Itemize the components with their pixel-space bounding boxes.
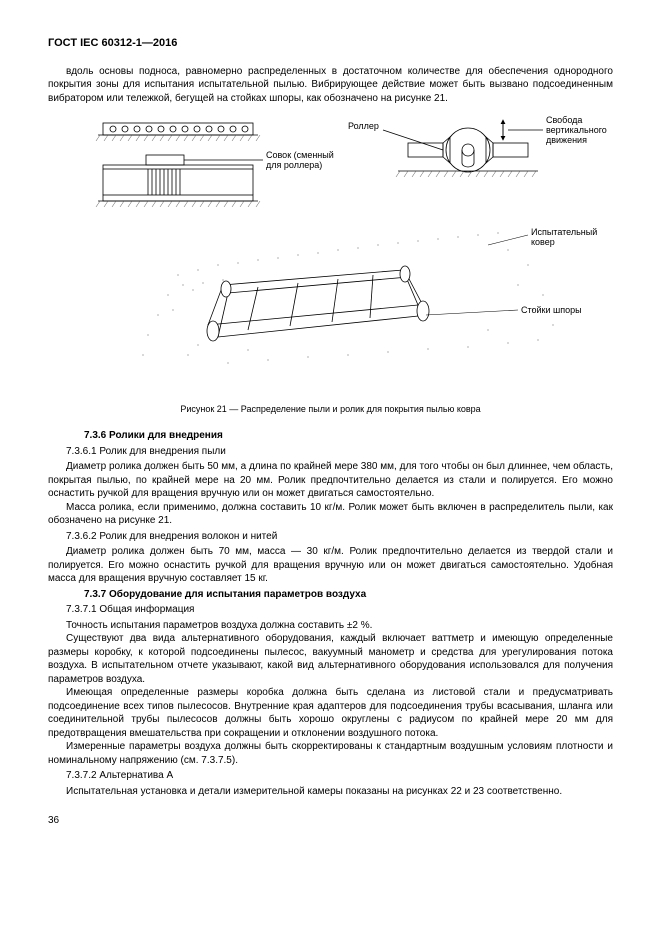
paragraph-4: Диаметр ролика должен быть 70 мм, масса … — [48, 545, 613, 586]
heading-7371: 7.3.7.1 Общая информация — [48, 603, 613, 617]
label-roller: Роллер — [348, 121, 379, 131]
paragraph-9: Испытательная установка и детали измерит… — [48, 785, 613, 799]
page-number: 36 — [48, 814, 613, 828]
label-carpet: Испытательныйковер — [531, 227, 597, 247]
heading-736: 7.3.6 Ролики для внедрения — [48, 429, 613, 443]
label-freedom: Свободавертикальногодвижения — [546, 115, 607, 145]
heading-737: 7.3.7 Оборудование для испытания парамет… — [48, 588, 613, 602]
paragraph-7: Имеющая определенные размеры коробка дол… — [48, 686, 613, 740]
paragraph-6: Существуют два вида альтернативного обор… — [48, 632, 613, 686]
figure-21: Совок (сменныйдля роллера) — [48, 115, 613, 395]
heading-7362: 7.3.6.2 Ролик для внедрения волокон и ни… — [48, 530, 613, 544]
heading-7361: 7.3.6.1 Ролик для внедрения пыли — [48, 445, 613, 459]
standard-header: ГОСТ IEC 60312-1—2016 — [48, 36, 613, 51]
paragraph-3: Масса ролика, если применимо, должна сос… — [48, 501, 613, 528]
paragraph-2: Диаметр ролика должен быть 50 мм, а длин… — [48, 460, 613, 501]
figure-caption: Рисунок 21 — Распределение пыли и ролик … — [48, 403, 613, 415]
label-scoop: Совок (сменныйдля роллера) — [266, 150, 334, 170]
paragraph-5: Точность испытания параметров воздуха до… — [48, 619, 613, 633]
paragraph-8: Измеренные параметры воздуха должны быть… — [48, 740, 613, 767]
heading-7372: 7.3.7.2 Альтернатива А — [48, 769, 613, 783]
paragraph-intro: вдоль основы подноса, равномерно распред… — [48, 65, 613, 106]
label-spur: Стойки шпоры — [521, 305, 582, 315]
